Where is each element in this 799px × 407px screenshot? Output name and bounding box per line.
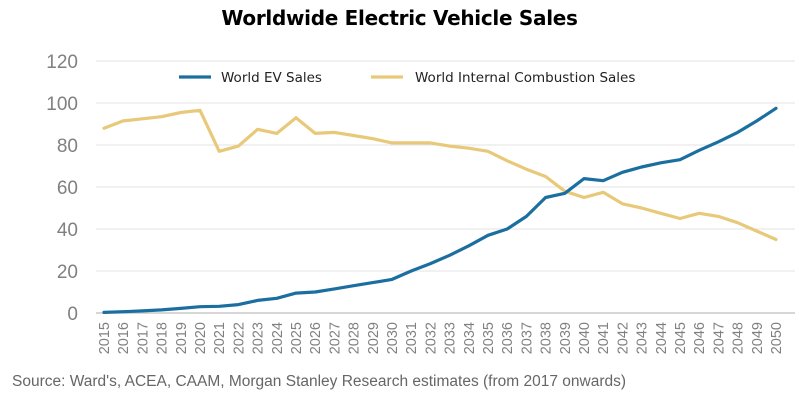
legend-item: World EV Sales [179, 70, 322, 86]
y-axis-ticks: 0 20 40 60 80 100 120 [46, 52, 78, 325]
x-tick-label: 2024 [270, 322, 286, 354]
y-tick-label: 0 [67, 304, 78, 325]
x-tick-label: 2023 [251, 322, 267, 354]
ice-sales-line [102, 108, 778, 242]
x-axis-ticks: 2015 2016 2017 2018 2019 2020 2021 2022 2023 2024… [97, 322, 785, 354]
x-tick-label: 2020 [193, 322, 209, 354]
x-tick-label: 2035 [481, 322, 497, 354]
x-tick-label: 2018 [155, 322, 171, 354]
y-tick-label: 20 [57, 262, 78, 283]
x-tick-label: 2045 [673, 322, 689, 354]
legend-label: World EV Sales [221, 70, 322, 86]
x-tick-label: 2044 [654, 322, 670, 354]
x-tick-label: 2043 [635, 322, 651, 354]
x-tick-label: 2041 [596, 322, 612, 354]
y-tick-label: 40 [57, 220, 78, 241]
x-tick-label: 2033 [443, 322, 459, 354]
x-tick-label: 2016 [116, 322, 132, 354]
x-tick-label: 2040 [577, 322, 593, 354]
x-tick-label: 2032 [423, 322, 439, 354]
x-tick-label: 2015 [97, 322, 113, 354]
x-tick-label: 2038 [539, 322, 555, 354]
x-tick-label: 2027 [327, 322, 343, 354]
x-tick-label: 2022 [231, 322, 247, 354]
source-note: Source: Ward's, ACEA, CAAM, Morgan Stanl… [12, 373, 627, 390]
x-tick-label: 2049 [750, 322, 766, 354]
chart-title: Worldwide Electric Vehicle Sales [221, 6, 578, 30]
x-tick-label: 2025 [289, 322, 305, 354]
x-tick-label: 2017 [135, 322, 151, 354]
legend-label: World Internal Combustion Sales [415, 70, 635, 86]
x-tick-label: 2029 [366, 322, 382, 354]
x-tick-label: 2050 [769, 322, 785, 354]
x-tick-label: 2047 [711, 322, 727, 354]
legend-item: World Internal Combustion Sales [371, 70, 635, 86]
y-tick-label: 80 [57, 136, 78, 157]
x-tick-label: 2028 [347, 322, 363, 354]
x-tick-label: 2031 [404, 322, 420, 354]
x-tick-label: 2036 [500, 322, 516, 354]
y-tick-label: 120 [46, 52, 78, 73]
x-tick-label: 2030 [385, 322, 401, 354]
gridlines [96, 60, 795, 314]
y-tick-label: 100 [46, 94, 78, 115]
ev-sales-line [102, 106, 778, 314]
x-tick-label: 2034 [462, 322, 478, 354]
x-tick-label: 2042 [615, 322, 631, 354]
x-tick-label: 2048 [731, 322, 747, 354]
y-tick-label: 60 [57, 178, 78, 199]
x-tick-label: 2019 [174, 322, 190, 354]
x-tick-label: 2021 [212, 322, 228, 354]
x-tick-label: 2037 [519, 322, 535, 354]
series-lines [102, 106, 778, 314]
x-tick-label: 2046 [692, 322, 708, 354]
x-tick-label: 2026 [308, 322, 324, 354]
x-tick-label: 2039 [558, 322, 574, 354]
legend: World EV Sales World Internal Combustion … [179, 70, 635, 86]
